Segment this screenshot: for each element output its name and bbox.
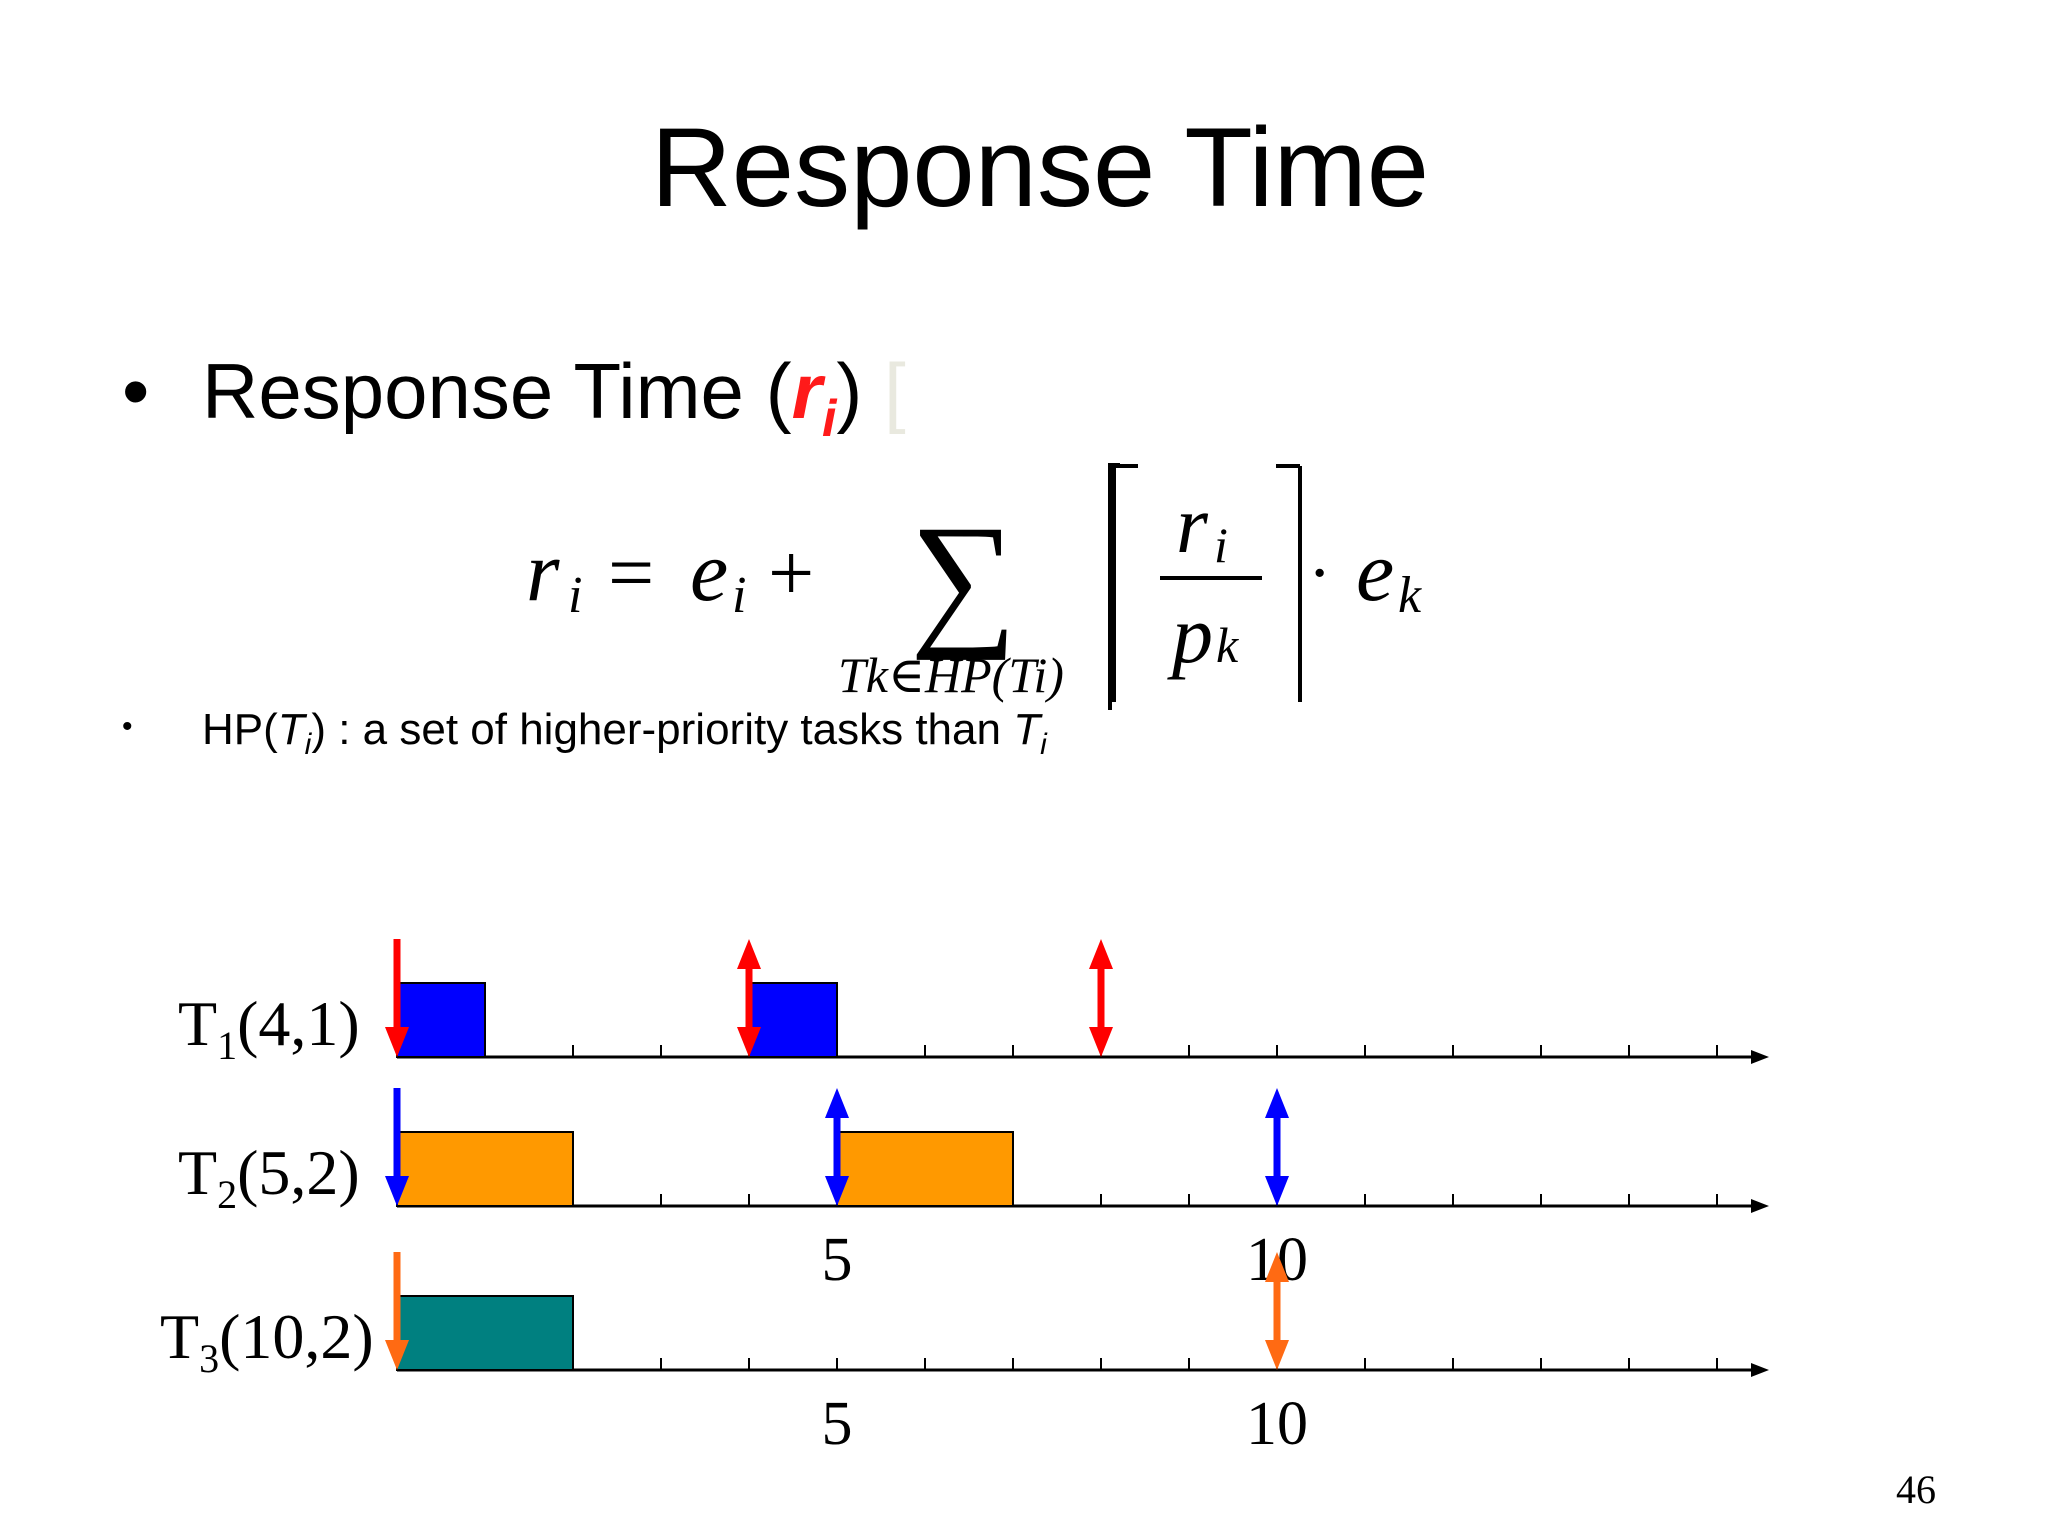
job-box-2-2 bbox=[837, 1132, 1013, 1206]
job-box-2-1 bbox=[397, 1132, 573, 1206]
tick-label-5: 5 bbox=[822, 1226, 853, 1294]
tick-label-10: 10 bbox=[1246, 1390, 1308, 1458]
axis-arrowhead bbox=[1751, 1050, 1769, 1064]
axis-arrowhead bbox=[1751, 1199, 1769, 1213]
release-arrow-2-1-head-up bbox=[825, 1088, 849, 1118]
release-arrow-1-2-head-up bbox=[1089, 939, 1113, 969]
release-arrow-1-1-head-up bbox=[737, 939, 761, 969]
release-arrow-1-2-head-down bbox=[1089, 1027, 1113, 1057]
task-label-3: T3(10,2) bbox=[160, 1301, 374, 1381]
task-label-2: T2(5,2) bbox=[178, 1137, 360, 1217]
release-arrow-2-2-head-up bbox=[1265, 1088, 1289, 1118]
page-number: 46 bbox=[1896, 1466, 1936, 1513]
job-box-1-1 bbox=[397, 983, 485, 1057]
task-label-1: T1(4,1) bbox=[178, 988, 360, 1068]
tick-label-5: 5 bbox=[822, 1390, 853, 1458]
release-arrow-3-1-head-down bbox=[1265, 1340, 1289, 1370]
axis-arrowhead bbox=[1751, 1363, 1769, 1377]
job-box-3-1 bbox=[397, 1296, 573, 1370]
release-arrow-2-2-head-down bbox=[1265, 1176, 1289, 1206]
job-box-1-2 bbox=[749, 983, 837, 1057]
